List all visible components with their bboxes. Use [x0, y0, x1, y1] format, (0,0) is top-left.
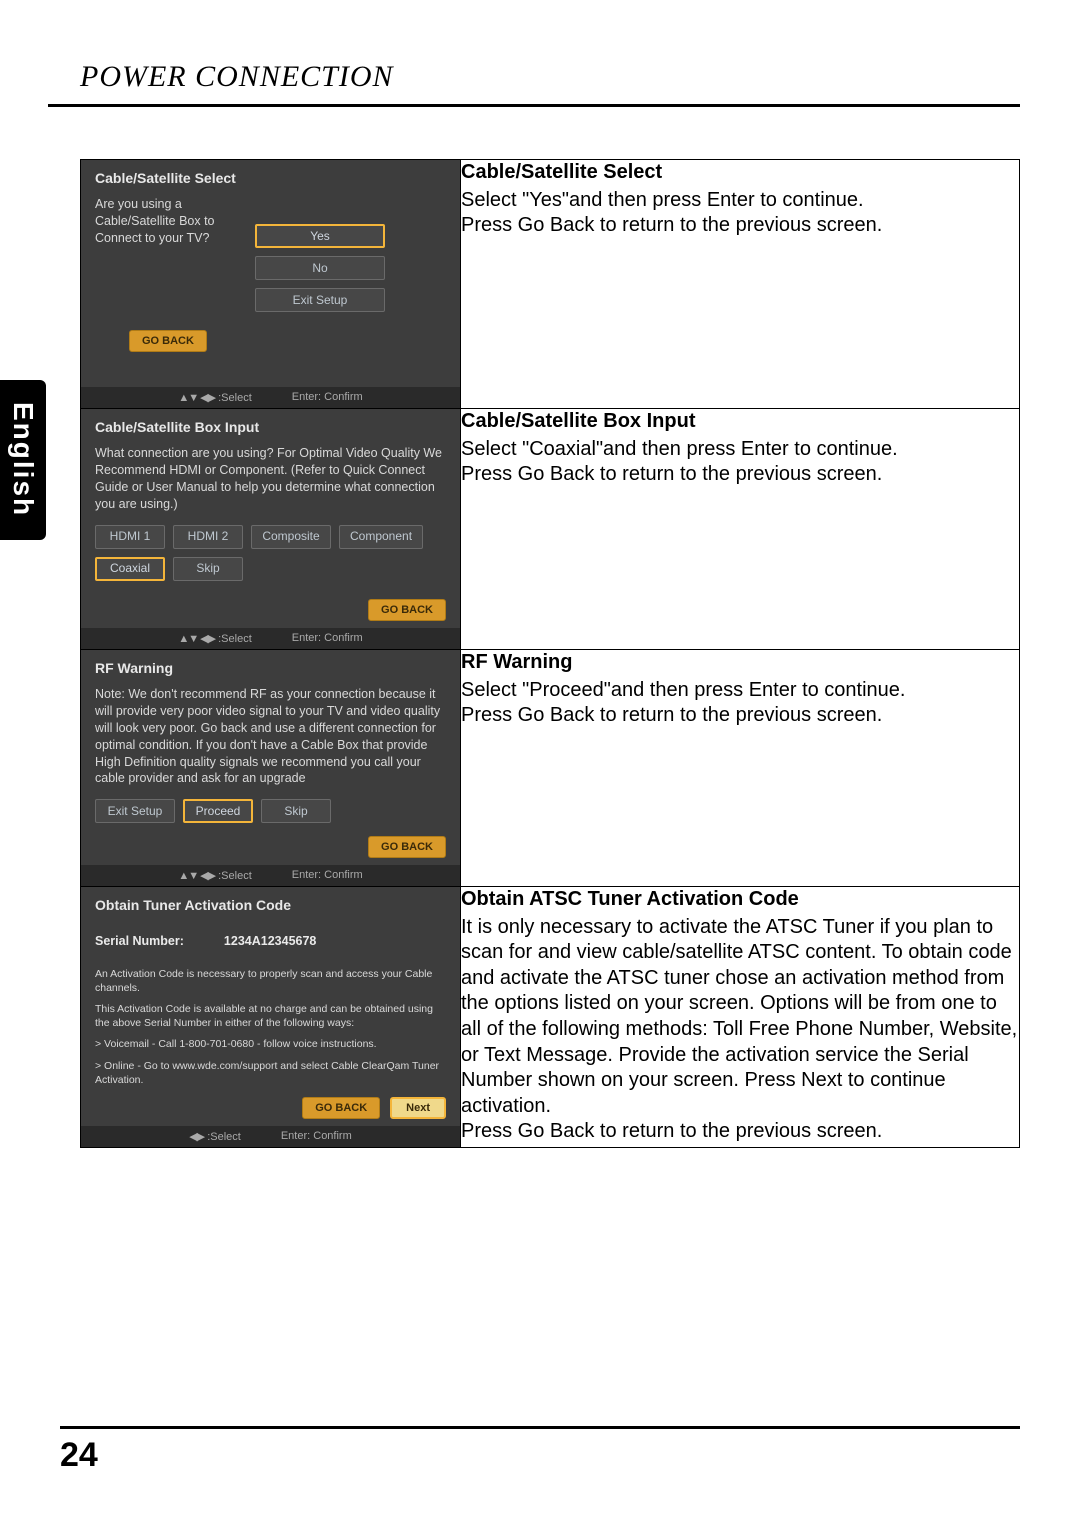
- ui-activation: Obtain Tuner Activation Code Serial Numb…: [81, 887, 460, 1147]
- proceed-button[interactable]: Proceed: [183, 799, 253, 823]
- footer-select: ▲▼ ◀▶ :Select: [178, 869, 251, 882]
- bottom-rule: [60, 1426, 1020, 1429]
- ui-footer: ▲▼ ◀▶ :Select Enter: Confirm: [81, 865, 460, 886]
- text-cell-activation: Obtain ATSC Tuner Activation Code It is …: [461, 887, 1020, 1148]
- coaxial-button[interactable]: Coaxial: [95, 557, 165, 581]
- skip-button[interactable]: Skip: [261, 799, 331, 823]
- ui-title: RF Warning: [81, 650, 460, 682]
- prompt-line: Cable/Satellite Box to: [95, 213, 235, 230]
- ui-title: Obtain Tuner Activation Code: [81, 887, 460, 919]
- text-line: Select "Proceed"and then press Enter to …: [461, 678, 1019, 704]
- footer-confirm: Enter: Confirm: [292, 391, 363, 404]
- text-cell-box-input: Cable/Satellite Box Input Select "Coaxia…: [461, 409, 1020, 650]
- text-heading: Cable/Satellite Box Input: [461, 409, 1019, 435]
- page: English POWER CONNECTION Cable/Satellite…: [0, 0, 1080, 1529]
- text-line: Select "Yes"and then press Enter to cont…: [461, 188, 1019, 214]
- content: Cable/Satellite Select Are you using a C…: [80, 159, 1020, 1148]
- text-cell-cable-select: Cable/Satellite Select Select "Yes"and t…: [461, 160, 1020, 409]
- prompt-text: What connection are you using? For Optim…: [81, 441, 460, 521]
- text-body: It is only necessary to activate the ATS…: [461, 915, 1019, 1120]
- text-line: Press Go Back to return to the previous …: [461, 703, 1019, 729]
- footer-confirm: Enter: Confirm: [292, 869, 363, 882]
- language-tab: English: [0, 380, 46, 540]
- footer-confirm: Enter: Confirm: [281, 1130, 352, 1143]
- exit-setup-button[interactable]: Exit Setup: [95, 799, 175, 823]
- footer-confirm: Enter: Confirm: [292, 632, 363, 645]
- note-text: An Activation Code is necessary to prope…: [81, 964, 460, 1003]
- exit-setup-button[interactable]: Exit Setup: [255, 288, 385, 312]
- ui-title: Cable/Satellite Select: [81, 160, 460, 192]
- component-button[interactable]: Component: [339, 525, 423, 549]
- text-line: Press Go Back to return to the previous …: [461, 462, 1019, 488]
- go-back-button[interactable]: GO BACK: [368, 836, 446, 858]
- prompt-line: Connect to your TV?: [95, 230, 235, 247]
- ui-cable-select: Cable/Satellite Select Are you using a C…: [81, 160, 460, 408]
- no-button[interactable]: No: [255, 256, 385, 280]
- text-line: Select "Coaxial"and then press Enter to …: [461, 437, 1019, 463]
- ui-cell-cable-select: Cable/Satellite Select Are you using a C…: [81, 160, 461, 409]
- prompt-text: Note: We don't recommend RF as your conn…: [81, 682, 460, 795]
- go-back-button[interactable]: GO BACK: [302, 1097, 380, 1119]
- text-cell-rf-warning: RF Warning Select "Proceed"and then pres…: [461, 650, 1020, 887]
- text-heading: RF Warning: [461, 650, 1019, 676]
- ui-box-input: Cable/Satellite Box Input What connectio…: [81, 409, 460, 649]
- hdmi1-button[interactable]: HDMI 1: [95, 525, 165, 549]
- go-back-button[interactable]: GO BACK: [129, 330, 207, 352]
- top-rule: [48, 104, 1020, 107]
- ui-footer: ◀▶ :Select Enter: Confirm: [81, 1126, 460, 1147]
- section-title: POWER CONNECTION: [80, 60, 1020, 94]
- note-text: This Activation Code is available at no …: [81, 1003, 460, 1038]
- text-heading: Obtain ATSC Tuner Activation Code: [461, 887, 1019, 913]
- prompt-text: Are you using a Cable/Satellite Box to C…: [95, 196, 235, 312]
- bullet-text: > Online - Go to www.wde.com/support and…: [81, 1060, 460, 1095]
- composite-button[interactable]: Composite: [251, 525, 331, 549]
- yes-button[interactable]: Yes: [255, 224, 385, 248]
- main-table: Cable/Satellite Select Are you using a C…: [80, 159, 1020, 1148]
- ui-rf-warning: RF Warning Note: We don't recommend RF a…: [81, 650, 460, 886]
- hdmi2-button[interactable]: HDMI 2: [173, 525, 243, 549]
- skip-button[interactable]: Skip: [173, 557, 243, 581]
- footer-select: ◀▶ :Select: [189, 1130, 241, 1143]
- ui-cell-activation: Obtain Tuner Activation Code Serial Numb…: [81, 887, 461, 1148]
- footer-select: ▲▼ ◀▶ :Select: [178, 391, 251, 404]
- ui-cell-rf-warning: RF Warning Note: We don't recommend RF a…: [81, 650, 461, 887]
- ui-cell-box-input: Cable/Satellite Box Input What connectio…: [81, 409, 461, 650]
- go-back-button[interactable]: GO BACK: [368, 599, 446, 621]
- serial-value: 1234A12345678: [224, 933, 316, 950]
- text-line: Press Go Back to return to the previous …: [461, 1119, 1019, 1145]
- serial-label: Serial Number:: [95, 933, 184, 950]
- footer-select: ▲▼ ◀▶ :Select: [178, 632, 251, 645]
- text-heading: Cable/Satellite Select: [461, 160, 1019, 186]
- ui-title: Cable/Satellite Box Input: [81, 409, 460, 441]
- text-line: Press Go Back to return to the previous …: [461, 213, 1019, 239]
- next-button[interactable]: Next: [390, 1097, 446, 1119]
- bullet-text: > Voicemail - Call 1-800-701-0680 - foll…: [81, 1038, 460, 1060]
- ui-footer: ▲▼ ◀▶ :Select Enter: Confirm: [81, 628, 460, 649]
- prompt-line: Are you using a: [95, 196, 235, 213]
- page-number: 24: [60, 1436, 98, 1475]
- ui-footer: ▲▼ ◀▶ :Select Enter: Confirm: [81, 387, 460, 408]
